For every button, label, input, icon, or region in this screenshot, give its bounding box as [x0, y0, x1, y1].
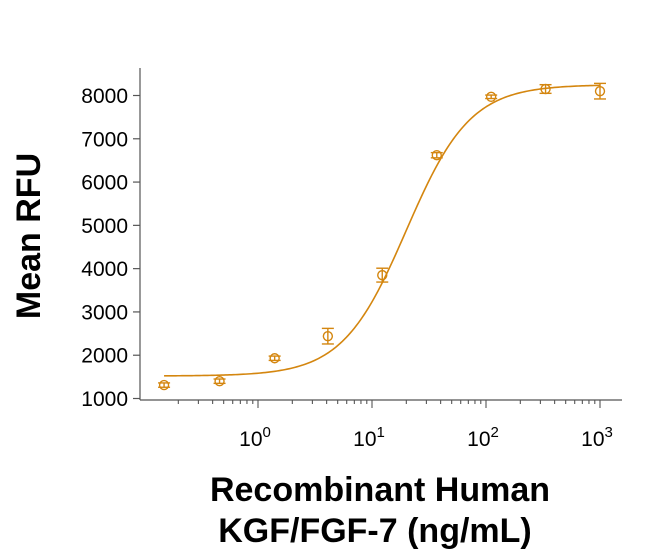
data-point — [594, 82, 606, 100]
x-axis-title-line2: KGF/FGF-7 (ng/mL) — [218, 512, 532, 550]
point-marker — [377, 269, 388, 281]
x-tick-label: 103 — [581, 424, 613, 451]
x-axis-ticks: 100 101 102 103 — [177, 400, 613, 451]
point-marker — [322, 330, 334, 342]
y-axis-title: Mean RFU — [10, 153, 48, 319]
point-marker — [594, 85, 606, 97]
data-point — [213, 375, 226, 387]
y-tick-label: 7000 — [81, 128, 128, 151]
y-tick-label: 3000 — [81, 301, 128, 324]
point-marker — [431, 150, 442, 161]
data-point — [539, 83, 552, 95]
fit-curve — [164, 84, 601, 377]
data-points — [158, 82, 606, 391]
point-marker — [540, 83, 551, 95]
x-axis-title-line1: Recombinant Human — [210, 471, 550, 509]
data-point — [430, 150, 443, 161]
y-tick-label: 5000 — [81, 215, 128, 238]
point-marker — [158, 379, 170, 391]
point-marker — [214, 375, 225, 387]
data-point — [158, 379, 171, 391]
y-axis-ticks: 1000 2000 3000 4000 5000 6000 7000 8000 — [81, 85, 140, 411]
data-point — [485, 91, 498, 102]
data-point — [268, 353, 281, 364]
point-marker — [485, 91, 497, 102]
x-tick-label: 101 — [353, 424, 385, 451]
y-tick-label: 2000 — [81, 345, 128, 368]
y-tick-label: 8000 — [81, 85, 128, 108]
y-tick-label: 4000 — [81, 258, 128, 281]
y-tick-label: 6000 — [81, 172, 128, 195]
x-tick-label: 102 — [467, 424, 499, 451]
data-point — [321, 327, 334, 345]
data-point — [376, 267, 389, 283]
y-tick-label: 1000 — [81, 388, 128, 411]
x-tick-label: 100 — [239, 424, 271, 451]
point-marker — [269, 353, 280, 364]
